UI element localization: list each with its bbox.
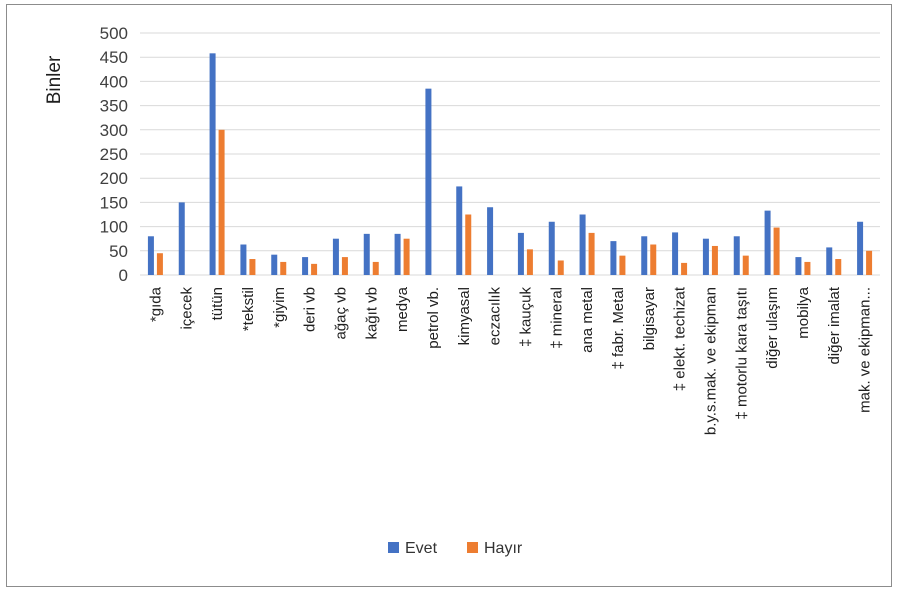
bar-hayır — [743, 256, 749, 275]
legend-swatch — [467, 542, 478, 553]
bar-hayır — [311, 264, 317, 275]
bar-evet — [210, 53, 216, 275]
bar-hayır — [219, 130, 225, 275]
bar-evet — [641, 236, 647, 275]
bar-evet — [765, 211, 771, 275]
bar-hayır — [835, 259, 841, 275]
x-tick-label: *gıda — [147, 286, 164, 322]
x-tick-label: kağıt vb — [363, 287, 380, 340]
y-tick-label: 200 — [100, 169, 128, 188]
bar-evet — [580, 215, 586, 276]
bar-evet — [148, 236, 154, 275]
y-axis-ticks: 0 50 100 150 200 250 300 350 400 450 500 — [100, 24, 128, 285]
bar-evet — [302, 257, 308, 275]
bar-hayır — [619, 256, 625, 275]
bar-hayır — [465, 215, 471, 276]
bar-hayır — [681, 263, 687, 275]
bar-hayır — [280, 262, 286, 275]
bar-evet — [395, 234, 401, 275]
bar-hayır — [866, 251, 872, 275]
x-axis-labels: *gıda içecek tütün *tekstil *giyim deri vb ağa… — [147, 286, 873, 435]
bar-hayır — [157, 253, 163, 275]
bar-evet — [364, 234, 370, 275]
x-tick-label: eczacılık — [487, 287, 504, 346]
x-tick-label: kimyasal — [456, 287, 473, 345]
x-tick-label: ‡ elekt. techizat — [672, 286, 689, 391]
y-tick-label: 500 — [100, 24, 128, 43]
bar-evet — [179, 202, 185, 275]
x-tick-label: ağaç vb — [332, 287, 349, 340]
bar-evet — [795, 257, 801, 275]
y-tick-label: 400 — [100, 72, 128, 91]
x-tick-label: ‡ kauçuk — [517, 287, 534, 348]
legend-swatch — [388, 542, 399, 553]
y-tick-label: 450 — [100, 48, 128, 67]
bar-hayır — [404, 239, 410, 275]
bar-evet — [487, 207, 493, 275]
bar-evet — [425, 89, 431, 275]
y-tick-label: 0 — [119, 266, 128, 285]
bar-evet — [610, 241, 616, 275]
bar-evet — [518, 233, 524, 275]
bar-evet — [703, 239, 709, 275]
bars — [148, 53, 872, 275]
x-tick-label: mak. ve ekipman... — [857, 287, 874, 413]
x-tick-label: b.y.s.mak. ve ekipman — [702, 287, 719, 435]
x-tick-label: *tekstil — [240, 287, 257, 331]
bar-evet — [271, 255, 277, 275]
y-tick-label: 250 — [100, 145, 128, 164]
y-tick-label: 350 — [100, 97, 128, 116]
bar-evet — [672, 232, 678, 275]
bar-hayır — [712, 246, 718, 275]
x-tick-label: tütün — [209, 287, 226, 320]
bar-hayır — [527, 249, 533, 275]
y-axis-title: Binler — [44, 55, 65, 104]
bar-hayır — [589, 233, 595, 275]
legend-label: Hayır — [484, 540, 523, 557]
x-tick-label: mobilya — [795, 286, 812, 338]
bar-hayır — [373, 262, 379, 275]
y-tick-label: 50 — [109, 242, 128, 261]
bar-evet — [826, 247, 832, 275]
y-tick-label: 150 — [100, 193, 128, 212]
bar-hayır — [342, 257, 348, 275]
x-tick-label: ‡ motorlu kara taşıtı — [733, 287, 750, 420]
bar-evet — [456, 186, 462, 275]
x-tick-label: diğer imalat — [826, 286, 843, 364]
x-tick-label: ‡ fabr. Metal — [610, 287, 627, 370]
x-tick-label: *giyim — [271, 287, 288, 328]
bar-hayır — [774, 228, 780, 275]
x-tick-label: ‡ mineral — [548, 287, 565, 349]
y-tick-label: 100 — [100, 218, 128, 237]
y-tick-label: 300 — [100, 121, 128, 140]
x-tick-label: diğer ulaşım — [764, 287, 781, 369]
bar-evet — [240, 245, 246, 275]
x-tick-label: medya — [394, 286, 411, 332]
bar-hayır — [558, 260, 564, 275]
bar-evet — [333, 239, 339, 275]
x-tick-label: deri vb — [302, 287, 319, 332]
bar-evet — [857, 222, 863, 275]
bar-hayır — [249, 259, 255, 275]
bar-evet — [549, 222, 555, 275]
legend-label: Evet — [405, 540, 438, 557]
bar-evet — [734, 236, 740, 275]
bar-hayır — [804, 262, 810, 275]
x-tick-label: petrol vb. — [425, 287, 442, 349]
bar-hayır — [650, 245, 656, 275]
x-tick-label: bilgisayar — [641, 287, 658, 350]
x-tick-label: ana metal — [579, 287, 596, 353]
x-tick-label: içecek — [178, 287, 195, 330]
legend: Evet Hayır — [388, 540, 523, 557]
